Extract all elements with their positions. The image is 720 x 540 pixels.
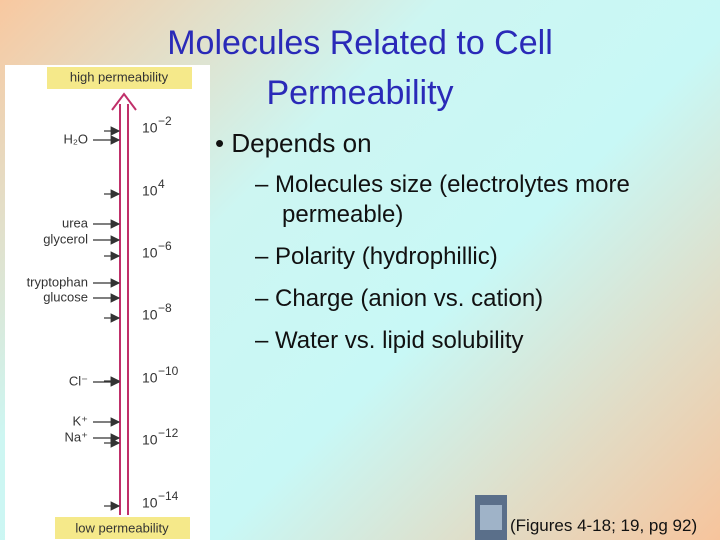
book-thumbnail-art — [480, 505, 502, 530]
molecule-label: glycerol — [43, 231, 88, 246]
tick-exponent: −10 — [158, 364, 179, 378]
title-line: Permeability — [266, 74, 454, 112]
tick-exponent: 4 — [158, 177, 165, 191]
tick-base: 10 — [142, 432, 158, 448]
tick-base: 10 — [142, 307, 158, 323]
sub-bullet: Water vs. lipid solubility — [255, 326, 705, 356]
tick-base: 10 — [142, 370, 158, 386]
tick-base: 10 — [142, 183, 158, 199]
bullet-text: Depends on — [231, 128, 372, 158]
label-box — [55, 517, 190, 539]
molecule-label: glucose — [43, 289, 88, 304]
molecule-label: urea — [62, 215, 89, 230]
molecule-label: tryptophan — [27, 274, 88, 289]
citation: (Figures 4-18; 19, pg 92) — [510, 516, 698, 535]
sub-bullet: Molecules size (electrolytes more permea… — [255, 170, 705, 230]
sub-bullet: Polarity (hydrophillic) — [255, 242, 705, 272]
label-box — [47, 67, 192, 89]
bullet: • Depends on — [215, 128, 372, 158]
tick-exponent: −8 — [158, 301, 172, 315]
sub-bullets: Molecules size (electrolytes more permea… — [255, 170, 705, 368]
molecule-label: Cl⁻ — [69, 373, 88, 388]
tick-exponent: −2 — [158, 114, 172, 128]
tick-base: 10 — [142, 495, 158, 511]
tick-base: 10 — [142, 245, 158, 261]
bottom-label: low permeability — [75, 520, 169, 535]
molecule-label: K⁺ — [72, 413, 88, 428]
tick-exponent: −12 — [158, 426, 179, 440]
sub-bullet: Charge (anion vs. cation) — [255, 284, 705, 314]
figure-panel — [5, 65, 210, 540]
top-label: high permeability — [70, 69, 169, 84]
tick-exponent: −6 — [158, 239, 172, 253]
arrow-head — [111, 92, 137, 111]
molecule-label: Na⁺ — [65, 429, 88, 444]
molecule-label: H₂O — [63, 131, 88, 146]
tick-exponent: −14 — [158, 489, 179, 503]
tick-base: 10 — [142, 120, 158, 136]
title-line: Molecules Related to Cell — [167, 24, 553, 62]
